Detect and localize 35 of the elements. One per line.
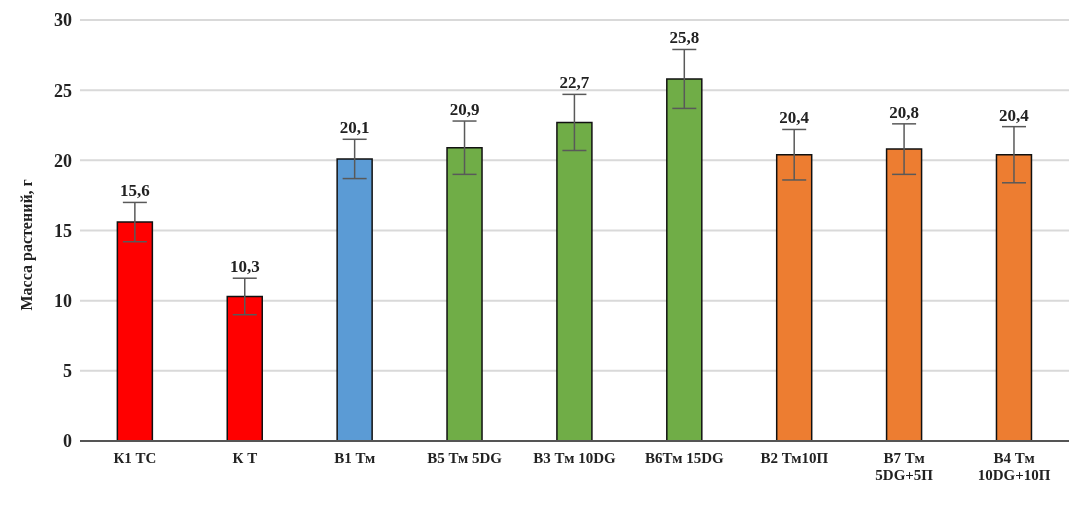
data-label: 20,1	[339, 118, 370, 138]
x-tick-label: В2 Тм10П	[760, 450, 829, 466]
y-tick-label: 30	[54, 10, 72, 31]
x-tick-label: В3 Тм 10DG	[533, 450, 617, 466]
bar	[336, 158, 373, 441]
x-tick-label: В1 Тм	[334, 450, 376, 466]
y-axis-title: Масса растений, г	[17, 179, 36, 311]
bar	[666, 78, 703, 441]
x-tick-label: К Т	[232, 450, 258, 466]
data-label: 20,4	[779, 108, 810, 128]
y-tick-label: 15	[54, 220, 72, 241]
data-label: 20,9	[449, 100, 480, 120]
data-label: 10,3	[229, 257, 260, 277]
y-tick-label: 20	[54, 150, 72, 171]
y-tick-label: 0	[63, 431, 72, 452]
bar	[226, 295, 263, 441]
data-label: 20,4	[999, 105, 1030, 125]
bar	[775, 153, 813, 441]
x-tick-label: К1 ТС	[113, 450, 157, 466]
data-label: 25,8	[669, 28, 700, 48]
data-label: 22,7	[559, 73, 590, 93]
data-label: 20,8	[889, 102, 919, 122]
x-tick-label: В4 Тм 10DG+10П	[977, 450, 1051, 483]
bar	[556, 121, 593, 441]
x-tick-label: В5 Тм 5DG	[427, 450, 503, 466]
bar	[116, 221, 154, 441]
x-tick-label: В6Тм 15DG	[645, 450, 725, 466]
bar	[885, 148, 923, 441]
y-tick-label: 5	[63, 361, 72, 382]
bar	[995, 153, 1033, 441]
y-tick-label: 10	[54, 291, 72, 312]
data-label: 15,6	[119, 181, 150, 201]
bar	[446, 146, 483, 441]
y-tick-label: 25	[54, 80, 72, 101]
x-tick-label: В7 Тм 5DG+5П	[875, 450, 934, 483]
